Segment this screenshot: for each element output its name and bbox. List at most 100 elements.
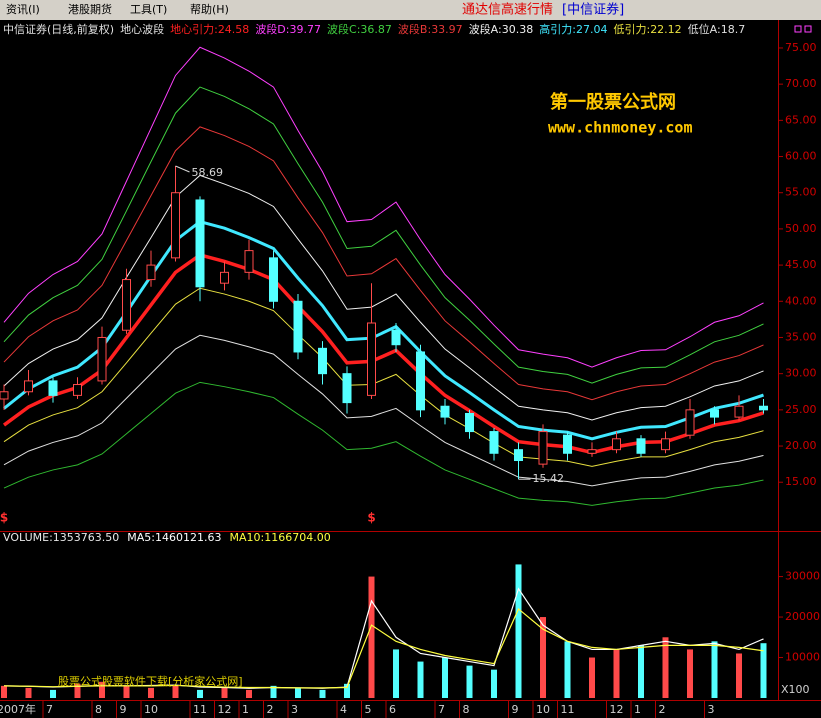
candle-body	[538, 431, 548, 465]
volume-bar	[148, 687, 154, 698]
x-tick-label: 3	[708, 703, 715, 716]
window-icon[interactable]	[794, 25, 802, 33]
legend-value: 22.12	[650, 23, 682, 36]
candle-body	[734, 405, 744, 418]
band-line	[3, 174, 764, 421]
chart-layer: 15.00 20.00 25.00 30.00 35.00 40.00 45.00 50.00…	[0, 22, 820, 718]
volume-bar	[123, 685, 130, 698]
y-tick-label: 60.00	[785, 150, 817, 163]
x-tick-label: 2007年	[0, 702, 36, 716]
candle-body	[587, 449, 597, 454]
x-tick-label: 1	[634, 703, 641, 716]
y-tick-label: 35.00	[785, 330, 817, 343]
band-line	[3, 334, 764, 487]
volume-bar	[760, 643, 767, 698]
legend-value: 1166704.00	[264, 531, 330, 544]
volume-bar	[687, 649, 693, 698]
panel-header: 中信证券(日线,前复权) 地心波段 地心引力:24.58 波段D:39.77 波段C:3…	[3, 22, 745, 36]
candle-body	[293, 300, 303, 353]
menu-item[interactable]: 帮助(H)	[190, 2, 229, 16]
legend-separator: :	[357, 23, 361, 36]
legend-value: 1460121.63	[155, 531, 221, 544]
volume-bar	[1, 685, 7, 698]
legend-name: MA10	[229, 531, 260, 544]
volume-bar	[319, 689, 326, 698]
legend-separator: :	[49, 531, 53, 544]
candle-body	[220, 271, 229, 284]
x-tick-label: 12	[610, 703, 624, 716]
menu-item[interactable]: 工具(T)	[130, 3, 167, 16]
volume-bar	[270, 685, 277, 698]
candle-body	[612, 438, 621, 451]
volume-bar	[515, 564, 522, 698]
legend-separator: :	[572, 23, 576, 36]
legend-separator: :	[646, 23, 650, 36]
x-tick-label: 12	[218, 703, 232, 716]
max-annotation: 58.69	[192, 166, 224, 179]
legend-value: 24.58	[218, 23, 250, 36]
legend-value: 33.97	[431, 23, 463, 36]
y-tick-label: 25.00	[785, 403, 817, 416]
panel-header: VOLUME:1353763.50 MA5:1460121.63 MA10:1166…	[3, 531, 331, 544]
legend-name: MA5	[127, 531, 151, 544]
x-tick-label: 7	[46, 703, 53, 716]
candle-body	[195, 199, 205, 288]
y-tick-label: 75.00	[785, 41, 817, 54]
x-tick-label: 9	[512, 703, 519, 716]
x-tick-label: 7	[438, 703, 445, 716]
legend-separator: :	[286, 23, 290, 36]
band-line	[3, 46, 764, 368]
window-icon[interactable]	[804, 25, 812, 33]
candle-body	[318, 347, 327, 375]
volume-bar	[589, 657, 595, 698]
x-tick-label: 1	[242, 703, 249, 716]
x-tick-label: 2	[659, 703, 666, 716]
legend-value: 1353763.50	[53, 531, 119, 544]
y-tick-label: 20.00	[785, 439, 817, 452]
legend-name: 地心引力	[170, 22, 214, 36]
band-line	[3, 86, 764, 384]
candle-body	[489, 431, 499, 454]
candle-body	[514, 449, 523, 462]
signal-mark: $	[367, 511, 375, 525]
chart-title: 中信证券(日线,前复权)	[3, 22, 114, 36]
legend-value: 36.87	[360, 23, 392, 36]
candle-body	[661, 438, 670, 451]
legend-name: 波段A	[469, 22, 499, 36]
legend-name: 低位A	[688, 22, 718, 36]
annotation-leader	[175, 165, 190, 173]
volume-bar	[368, 576, 375, 698]
candle-body	[0, 391, 9, 400]
y-tick-label: 20000	[785, 610, 820, 623]
legend-value: 30.38	[502, 23, 534, 36]
watermark-footer: 股票公式股票软件下载[分析家公式网]	[58, 674, 243, 688]
y-tick-label: 45.00	[785, 258, 817, 271]
menu-bar	[0, 0, 821, 20]
candle-body	[440, 405, 450, 418]
unit-label: X100	[781, 683, 810, 696]
y-tick-label: 30.00	[785, 367, 817, 380]
band-line	[3, 126, 764, 401]
volume-bar	[613, 649, 620, 698]
candle-body	[122, 279, 131, 331]
menu-item[interactable]: 港股期货	[68, 2, 112, 16]
volume-bar	[50, 689, 56, 698]
legend-value: 27.04	[576, 23, 608, 36]
volume-bar	[344, 683, 350, 698]
legend-name: 低引力	[613, 22, 646, 36]
candle-body	[244, 250, 254, 273]
candle-body	[171, 192, 180, 259]
volume-bar	[564, 641, 571, 698]
volume-bar	[221, 687, 228, 698]
x-tick-label: 3	[291, 703, 298, 716]
legend-separator: :	[717, 23, 721, 36]
band-line	[3, 287, 764, 467]
legend-value: 39.77	[290, 23, 322, 36]
min-annotation: 15.42	[533, 472, 565, 485]
candle-body	[342, 373, 352, 404]
y-tick-label: 15.00	[785, 475, 817, 488]
candle-body	[465, 412, 474, 433]
y-tick-label: 55.00	[785, 186, 817, 199]
menu-item[interactable]: 资讯(I)	[6, 3, 40, 16]
